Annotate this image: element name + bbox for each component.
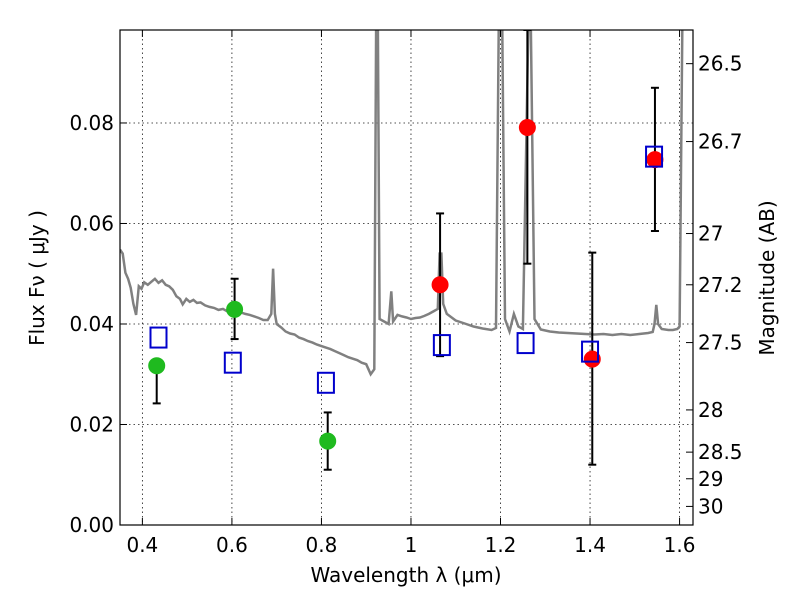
filled-circle-point (518, 118, 536, 136)
open-square-point (645, 145, 664, 168)
x-tick-label: 1 (405, 533, 418, 557)
y2-tick-label: 27.5 (698, 331, 743, 355)
y2-tick-label: 28.5 (698, 440, 743, 464)
y-tick-label: 0.04 (69, 312, 114, 336)
x-tick-label: 0.4 (126, 533, 158, 557)
filled-circle-point (319, 432, 337, 450)
plot-frame (119, 29, 694, 526)
grid-lines (120, 30, 693, 526)
y-tick-label: 0.02 (69, 412, 114, 436)
x-axis-title: Wavelength λ (μm) (310, 563, 501, 587)
filled-circle-point (583, 350, 601, 368)
filled-circle-point (148, 357, 166, 375)
data-points (148, 30, 664, 471)
open-square-point (223, 351, 242, 374)
axis-ticks: 0.4 0.6 0.8 1 1.2 1.4 1.6 0.00 0.02 0.04 0.06 0.08 2… (69, 30, 743, 557)
x-tick-label: 0.8 (306, 533, 338, 557)
x-tick-label: 1.6 (664, 533, 696, 557)
x-tick-label: 1.2 (485, 533, 517, 557)
y2-tick-label: 27 (698, 222, 723, 246)
y-tick-label: 0.08 (69, 111, 114, 135)
y2-tick-label: 26.5 (698, 52, 743, 76)
y2-axis-title: Magnitude (AB) (755, 200, 779, 355)
open-square-point (581, 340, 600, 363)
x-tick-label: 1.4 (574, 533, 606, 557)
y-tick-label: 0.06 (69, 211, 114, 235)
filled-circle-point (226, 300, 244, 318)
open-square-point (316, 371, 335, 394)
y2-tick-label: 28 (698, 398, 723, 422)
y-axis-title: Flux Fν ( μJy ) (25, 210, 49, 346)
x-tick-label: 0.6 (216, 533, 248, 557)
open-square-point (432, 334, 451, 357)
y2-tick-label: 27.2 (698, 273, 743, 297)
open-square-point (149, 326, 168, 349)
y2-tick-label: 26.7 (698, 130, 743, 154)
template-spectrum-line (120, 30, 684, 377)
y2-tick-label: 30 (698, 494, 723, 518)
open-square-point (516, 332, 535, 355)
filled-circle-point (431, 276, 449, 294)
filled-circle-point (646, 151, 664, 169)
y-tick-label: 0.00 (69, 513, 114, 537)
y2-tick-label: 29 (698, 467, 723, 491)
